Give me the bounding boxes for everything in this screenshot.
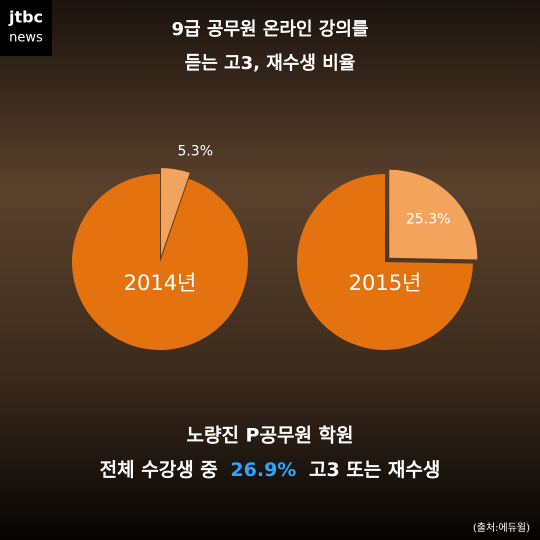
pie-slice: [389, 169, 478, 260]
footer-text: 전체 수강생 중: [100, 459, 218, 481]
value-label: 5.3%: [177, 144, 213, 160]
footer-text: 노량진 P공무원 학원: [187, 425, 354, 447]
footer-text: 전체 수강생 중 26.9% 고3 또는 재수생: [100, 459, 441, 481]
title: 듣는 고3, 재수생 비율: [185, 53, 356, 74]
value-label: 25.3%: [406, 212, 450, 228]
source: (출처:에듀윌): [473, 522, 530, 534]
logo-text: news: [9, 31, 43, 46]
pie-slice: [296, 174, 473, 350]
logo-box: [0, 0, 52, 56]
logo-text: jtbc: [8, 8, 43, 27]
pie-slice: [72, 174, 249, 350]
title: 9급 공무원 온라인 강의를: [172, 19, 369, 40]
highlight: 26.9%: [230, 459, 296, 481]
pie-title: 2015년: [349, 271, 422, 295]
footer-text: 고3 또는 재수생: [309, 459, 440, 481]
pie-slice: [160, 168, 190, 257]
pie-title: 2014년: [124, 271, 197, 295]
